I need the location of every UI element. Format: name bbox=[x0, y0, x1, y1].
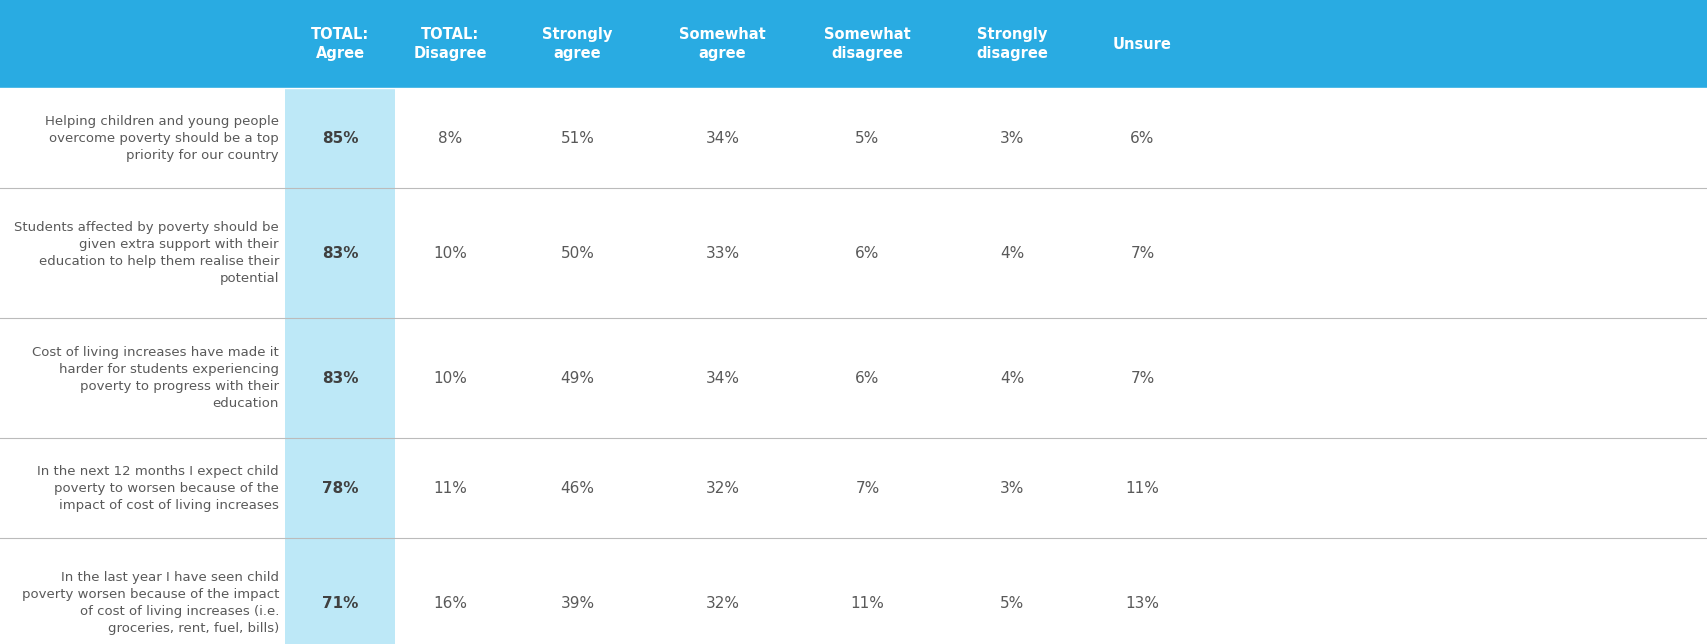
Text: Cost of living increases have made it
harder for students experiencing
poverty t: Cost of living increases have made it ha… bbox=[32, 346, 278, 410]
Bar bbox=[0, 318, 1707, 438]
Text: 3%: 3% bbox=[1000, 480, 1024, 495]
Text: 85%: 85% bbox=[321, 131, 358, 146]
Text: Strongly
agree: Strongly agree bbox=[543, 26, 613, 61]
Text: 34%: 34% bbox=[705, 370, 739, 386]
Text: 6%: 6% bbox=[855, 370, 879, 386]
Text: 6%: 6% bbox=[855, 245, 879, 261]
Text: 11%: 11% bbox=[850, 596, 884, 611]
Bar bbox=[285, 318, 394, 438]
Bar bbox=[285, 438, 394, 538]
Bar bbox=[0, 188, 1707, 318]
Text: 10%: 10% bbox=[434, 370, 466, 386]
Text: 3%: 3% bbox=[1000, 131, 1024, 146]
Text: Somewhat
agree: Somewhat agree bbox=[679, 26, 765, 61]
Text: 7%: 7% bbox=[855, 480, 879, 495]
Text: In the last year I have seen child
poverty worsen because of the impact
of cost : In the last year I have seen child pover… bbox=[22, 571, 278, 635]
Text: Somewhat
disagree: Somewhat disagree bbox=[824, 26, 910, 61]
Text: 16%: 16% bbox=[434, 596, 466, 611]
Text: 71%: 71% bbox=[321, 596, 358, 611]
Text: TOTAL:
Disagree: TOTAL: Disagree bbox=[413, 26, 486, 61]
Text: 4%: 4% bbox=[1000, 245, 1024, 261]
Text: 51%: 51% bbox=[560, 131, 594, 146]
Text: Strongly
disagree: Strongly disagree bbox=[976, 26, 1048, 61]
Bar bbox=[0, 438, 1707, 538]
Text: 5%: 5% bbox=[855, 131, 879, 146]
Text: 33%: 33% bbox=[705, 245, 739, 261]
Text: 83%: 83% bbox=[321, 245, 358, 261]
Text: 83%: 83% bbox=[321, 370, 358, 386]
Text: 7%: 7% bbox=[1130, 370, 1154, 386]
Text: 4%: 4% bbox=[1000, 370, 1024, 386]
Text: 46%: 46% bbox=[560, 480, 594, 495]
Text: 7%: 7% bbox=[1130, 245, 1154, 261]
Bar bbox=[285, 538, 394, 644]
Bar bbox=[0, 88, 1707, 188]
Text: 78%: 78% bbox=[321, 480, 358, 495]
Text: Helping children and young people
overcome poverty should be a top
priority for : Helping children and young people overco… bbox=[44, 115, 278, 162]
Text: Unsure: Unsure bbox=[1113, 37, 1171, 52]
Text: In the next 12 months I expect child
poverty to worsen because of the
impact of : In the next 12 months I expect child pov… bbox=[38, 464, 278, 511]
Bar bbox=[0, 538, 1707, 644]
Text: 49%: 49% bbox=[560, 370, 594, 386]
Text: 11%: 11% bbox=[434, 480, 466, 495]
Text: 6%: 6% bbox=[1130, 131, 1154, 146]
Text: 11%: 11% bbox=[1125, 480, 1159, 495]
Text: 39%: 39% bbox=[560, 596, 594, 611]
Bar bbox=[285, 188, 394, 318]
Text: 5%: 5% bbox=[1000, 596, 1024, 611]
Text: 32%: 32% bbox=[705, 480, 739, 495]
Bar bbox=[285, 88, 394, 188]
Text: Students affected by poverty should be
given extra support with their
education : Students affected by poverty should be g… bbox=[14, 221, 278, 285]
Text: 32%: 32% bbox=[705, 596, 739, 611]
Text: TOTAL:
Agree: TOTAL: Agree bbox=[311, 26, 369, 61]
Text: 50%: 50% bbox=[560, 245, 594, 261]
Text: 8%: 8% bbox=[437, 131, 463, 146]
Text: 10%: 10% bbox=[434, 245, 466, 261]
Text: 34%: 34% bbox=[705, 131, 739, 146]
Text: 13%: 13% bbox=[1125, 596, 1159, 611]
Bar bbox=[0, 0, 1707, 88]
